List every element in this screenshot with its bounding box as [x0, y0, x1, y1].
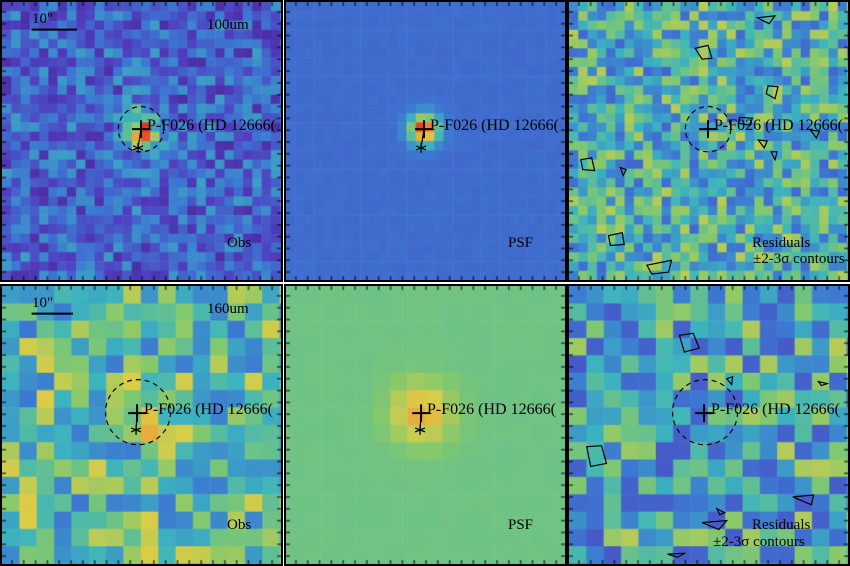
scale-label: 10" — [32, 295, 54, 311]
panel-caption-contours: ±2-3σ contours — [713, 534, 805, 550]
target-label: P-F026 (HD 12666( — [711, 401, 840, 418]
aperture-circle — [104, 379, 172, 446]
panel-caption: Residuals — [752, 517, 811, 533]
panel-caption: PSF — [508, 517, 534, 533]
panel-100um-residual: P-F026 (HD 12666( Residuals ±2-3σ contou… — [567, 0, 850, 282]
panel-caption: Obs — [227, 517, 252, 533]
panel-160um-residual: P-F026 (HD 12666( Residuals ±2-3σ contou… — [567, 284, 850, 566]
target-label: P-F026 (HD 12666( — [714, 117, 843, 134]
aperture-circle — [117, 105, 165, 153]
overlay-160um-residual — [586, 332, 830, 558]
panel-100um-psf: P-F026 (HD 12666( PSF — [284, 0, 567, 282]
panel-caption: Residuals — [752, 235, 811, 251]
overlay-160um-obs — [31, 312, 172, 446]
image-100um-psf — [286, 2, 565, 280]
overlay-100um-obs — [31, 28, 165, 153]
panel-160um-psf: P-F026 (HD 12666( PSF — [284, 284, 567, 566]
asterisk-marker — [130, 425, 142, 435]
image-160um-residual — [569, 286, 848, 564]
overlay-160um-psf — [412, 404, 430, 435]
target-cross — [695, 404, 713, 423]
panel-160um-obs: 10" 160um P-F026 (HD 12666( Obs — [0, 284, 283, 566]
residual-contours — [580, 15, 821, 275]
target-cross — [699, 120, 717, 139]
scale-label: 10" — [32, 11, 54, 27]
asterisk-marker — [415, 142, 427, 153]
image-160um-psf — [286, 286, 565, 564]
panel-caption: PSF — [508, 235, 534, 251]
asterisk-marker — [414, 425, 426, 435]
asterisk-marker — [132, 142, 144, 153]
aperture-circle — [684, 105, 732, 153]
overlay-100um-psf — [415, 120, 433, 153]
image-160um-obs — [2, 286, 281, 564]
band-label: 160um — [207, 301, 249, 317]
target-label: P-F026 (HD 12666( — [147, 117, 276, 134]
target-label: P-F026 (HD 12666( — [430, 117, 559, 134]
residual-contours — [586, 332, 830, 558]
image-100um-obs — [2, 2, 281, 280]
target-label: P-F026 (HD 12666( — [144, 401, 273, 418]
panel-100um-obs: 10" 100um P-F026 (HD 12666( Obs — [0, 0, 283, 282]
panel-caption: Obs — [227, 235, 252, 251]
overlay-100um-residual — [580, 15, 821, 275]
band-label: 100um — [207, 17, 249, 33]
aperture-circle — [671, 379, 739, 446]
panel-caption-contours: ±2-3σ contours — [753, 251, 845, 267]
target-label: P-F026 (HD 12666( — [427, 401, 556, 418]
